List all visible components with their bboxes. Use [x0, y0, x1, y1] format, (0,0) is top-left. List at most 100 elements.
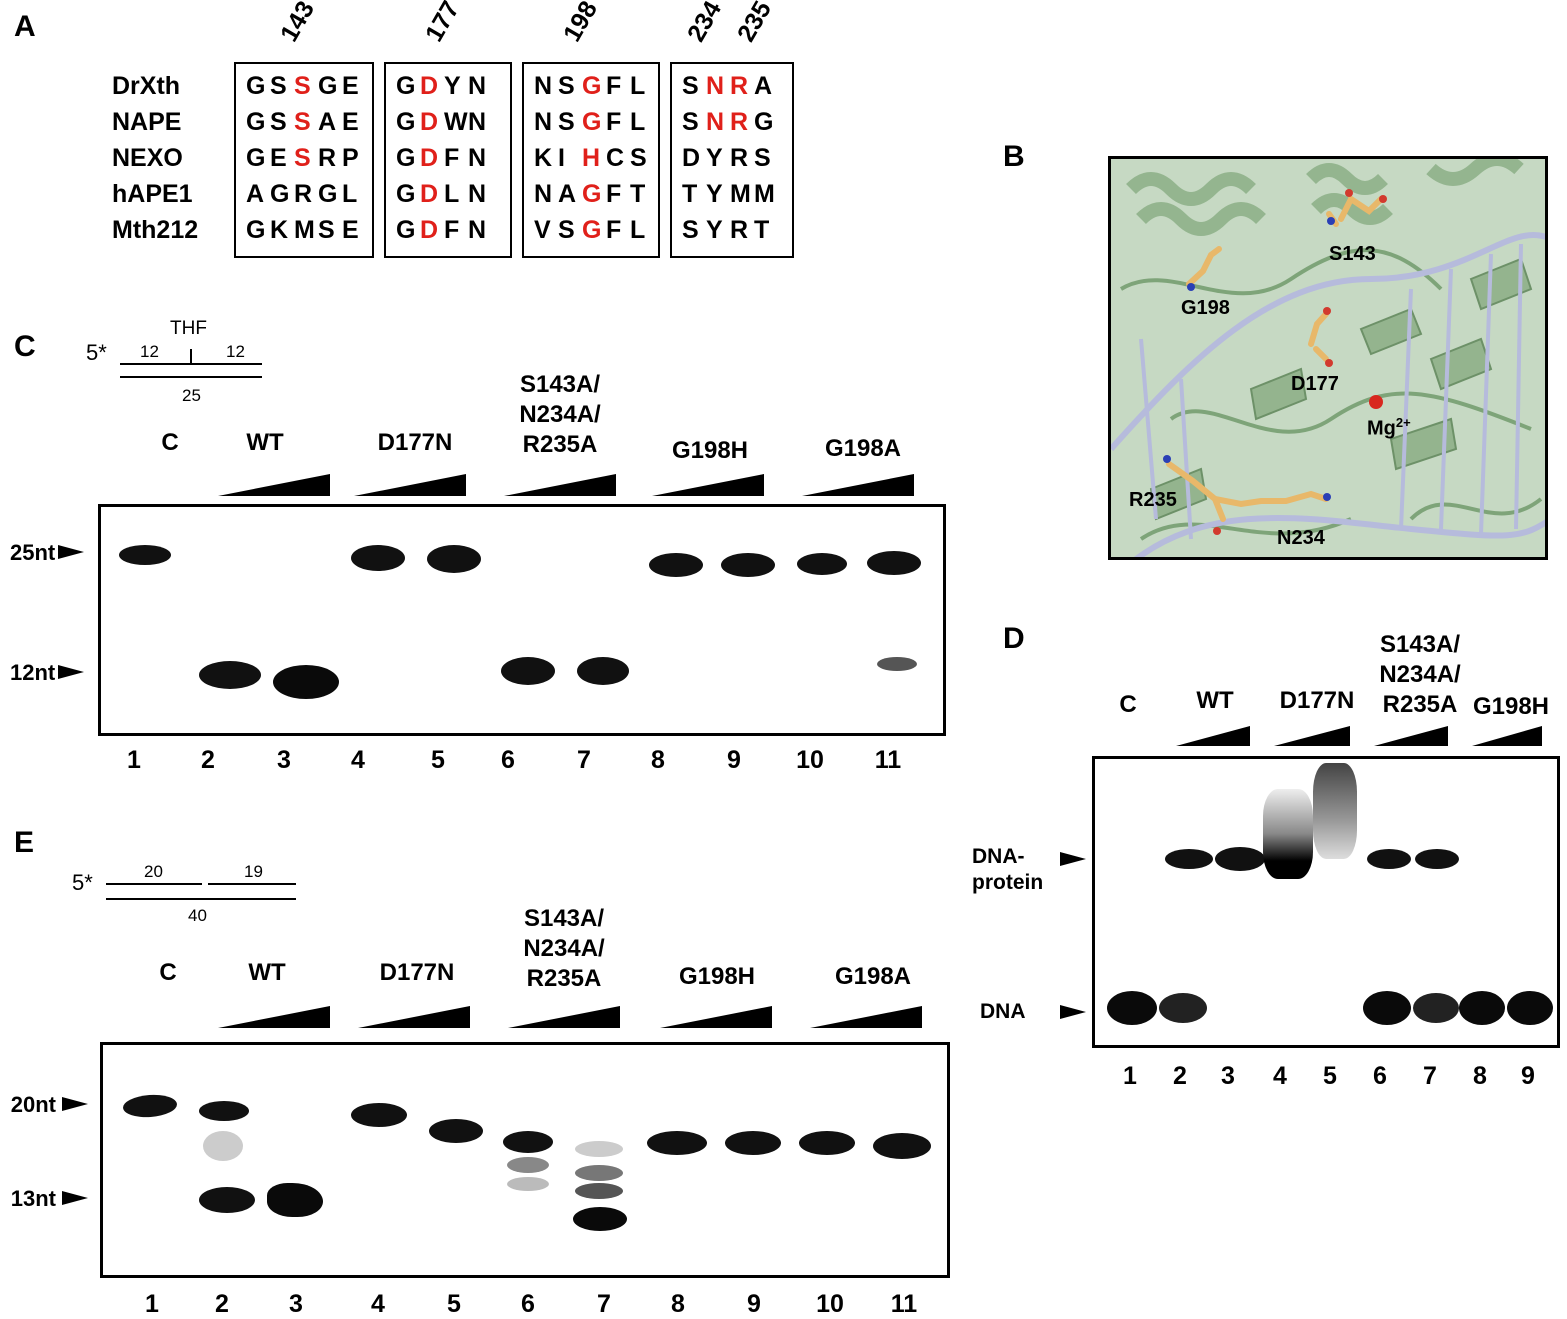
alignment-residue: M: [730, 180, 754, 208]
gel-band: [199, 1187, 255, 1213]
gel-c: [98, 504, 946, 736]
alignment-residue: P: [342, 144, 362, 172]
alignment-residue: A: [558, 180, 580, 208]
alignment-residue: H: [582, 144, 604, 172]
lane-number: 2: [1173, 1062, 1187, 1090]
crystal-structure-view: S143 G198 D177 Mg2+ R235 N234: [1108, 156, 1548, 560]
substrate-c-thf: THF: [170, 318, 207, 339]
marker-c-upper-arrow: [58, 545, 84, 559]
marker-e-lower-arrow: [62, 1191, 88, 1205]
alignment-residue: F: [606, 108, 625, 136]
lane-number: 6: [501, 746, 515, 774]
substrate-c-bottom-length: 25: [182, 386, 201, 405]
position-177: 177: [419, 0, 465, 47]
alignment-residue: F: [444, 144, 463, 172]
alignment-residue: G: [396, 216, 419, 244]
gel-band: [507, 1157, 549, 1173]
alignment-residue: M: [294, 216, 318, 244]
alignment-residue: N: [706, 108, 728, 136]
gel-band: [873, 1133, 931, 1159]
panel-e-label: E: [14, 826, 35, 859]
lane-header-wt: WT: [246, 429, 284, 456]
lane-number: 9: [1521, 1062, 1535, 1090]
marker-d-complex-arrow: [1060, 852, 1086, 866]
alignment-residue: R: [730, 216, 752, 244]
alignment-residue: D: [420, 144, 442, 172]
lane-number: 1: [145, 1290, 159, 1318]
lane-header-triple: S143A/N234A/R235A: [523, 905, 605, 992]
concentration-wedge: [508, 1006, 620, 1028]
panel-d-label: D: [1003, 622, 1025, 655]
gel-band: [577, 657, 629, 685]
alignment-residue: G: [270, 180, 293, 208]
alignment-residue: S: [558, 108, 578, 136]
alignment-residue: L: [342, 180, 361, 208]
gel-band: [1367, 849, 1411, 869]
alignment-residue: S: [270, 108, 290, 136]
gel-band: [575, 1165, 623, 1181]
gel-band: [575, 1183, 623, 1199]
alignment-residue: R: [730, 108, 752, 136]
alignment-residue: T: [630, 180, 649, 208]
alignment-residue: S: [682, 216, 702, 244]
gel-band: [1415, 849, 1459, 869]
alignment-residue: G: [396, 72, 419, 100]
alignment-residue: G: [582, 108, 605, 136]
concentration-wedge: [504, 474, 616, 496]
lane-number: 9: [747, 1290, 761, 1318]
lane-number: 11: [874, 746, 902, 774]
alignment-residue: G: [582, 72, 605, 100]
lane-number: 6: [1373, 1062, 1387, 1090]
alignment-residue: L: [444, 180, 463, 208]
marker-c-lower: 12nt: [10, 660, 56, 685]
lane-number: 4: [1273, 1062, 1287, 1090]
substrate-c-left-length: 12: [140, 342, 159, 361]
alignment-residue: G: [246, 108, 269, 136]
lane-number: 3: [1221, 1062, 1235, 1090]
gel-band: [1107, 991, 1157, 1025]
gel-e: [100, 1042, 950, 1278]
alignment-residue: S: [270, 72, 290, 100]
lane-header-c: C: [161, 429, 179, 456]
concentration-wedge: [218, 1006, 330, 1028]
alignment-residue: S: [318, 216, 338, 244]
alignment-block-143: [234, 62, 374, 258]
gel-band: [797, 553, 847, 575]
gel-band: [867, 551, 921, 575]
alignment-residue: G: [754, 108, 777, 136]
marker-d-complex: DNA-protein: [972, 845, 1044, 894]
alignment-residue: N: [706, 72, 728, 100]
lane-header-triple: S143A/N234A/R235A: [1379, 631, 1461, 718]
gel-band: [119, 545, 171, 565]
alignment-block-234-235: [670, 62, 794, 258]
lane-header-d177n: D177N: [377, 429, 453, 456]
alignment-residue: N: [534, 180, 556, 208]
substrate-e-top-strand-left: [106, 883, 202, 885]
lane-number: 7: [597, 1290, 611, 1318]
alignment-residue: K: [534, 144, 556, 172]
alignment-residue: G: [246, 72, 269, 100]
lane-number: 5: [431, 746, 445, 774]
lane-header-d177n: D177N: [1279, 687, 1355, 714]
substrate-e-bottom-length: 40: [188, 906, 207, 925]
marker-e-upper: 20nt: [10, 1092, 56, 1117]
panel-c-label: C: [14, 330, 36, 363]
alignment-residue: E: [270, 144, 290, 172]
gel-band: [1215, 847, 1265, 871]
lane-number: 10: [796, 746, 824, 774]
alignment-residue: R: [294, 180, 316, 208]
lane-number: 2: [215, 1290, 229, 1318]
lane-header-wt: WT: [248, 959, 286, 986]
organism-label: NAPE: [112, 108, 182, 136]
alignment-residue: D: [420, 216, 442, 244]
structure-illustration: [1111, 159, 1545, 557]
lane-number: 6: [521, 1290, 535, 1318]
lane-number: 4: [351, 746, 365, 774]
alignment-residue: L: [630, 72, 649, 100]
lane-number: 5: [447, 1290, 461, 1318]
alignment-residue: R: [730, 72, 752, 100]
alignment-residue: T: [754, 216, 773, 244]
alignment-residue: E: [342, 72, 362, 100]
lane-header-c: C: [1119, 691, 1137, 718]
marker-d-free-arrow: [1060, 1005, 1086, 1019]
